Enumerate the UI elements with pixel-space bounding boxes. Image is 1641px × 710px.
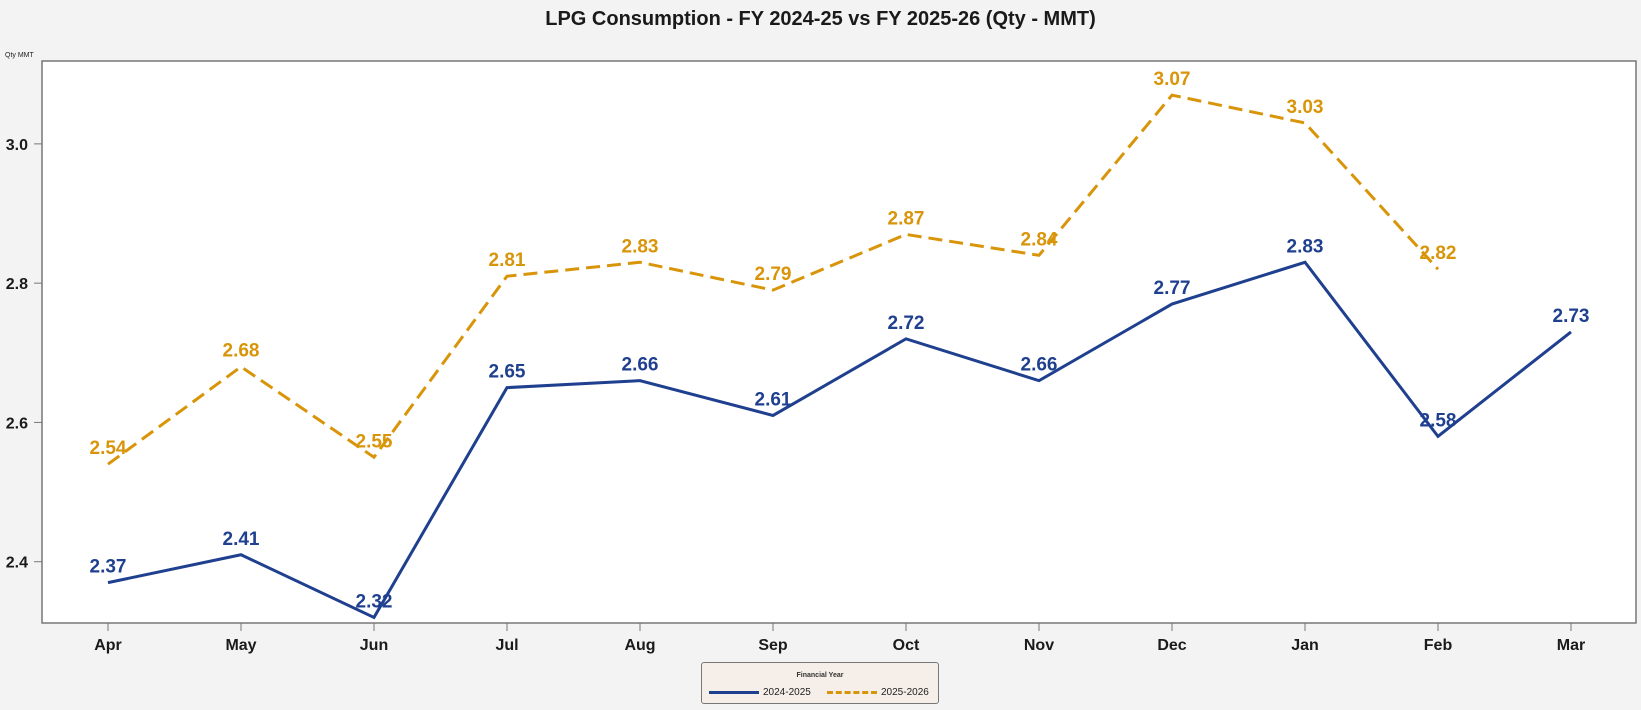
data-point[interactable] <box>635 376 645 386</box>
x-tick-label: Aug <box>624 637 655 654</box>
legend-swatch-dashed <box>827 691 877 694</box>
data-point[interactable] <box>236 550 246 560</box>
x-tick-label: Jan <box>1291 637 1319 654</box>
data-label: 2.41 <box>223 529 260 550</box>
data-point[interactable] <box>1034 376 1044 386</box>
x-tick-label: Mar <box>1557 637 1585 654</box>
chart-title: LPG Consumption - FY 2024-25 vs FY 2025-… <box>545 8 1096 30</box>
data-point[interactable] <box>1566 327 1576 337</box>
x-tick-label: Sep <box>758 637 788 654</box>
x-tick-label: Dec <box>1157 637 1186 654</box>
legend: Financial Year 2024-2025 2025-2026 <box>701 662 939 704</box>
data-label: 2.79 <box>755 264 792 285</box>
data-point[interactable] <box>369 452 379 462</box>
data-label: 3.07 <box>1154 69 1191 90</box>
data-label: 2.61 <box>755 389 792 410</box>
data-point[interactable] <box>103 459 113 469</box>
y-tick-label: 3.0 <box>6 137 28 154</box>
data-point[interactable] <box>502 271 512 281</box>
data-label: 3.03 <box>1287 97 1324 118</box>
data-point[interactable] <box>901 229 911 239</box>
data-point[interactable] <box>103 578 113 588</box>
x-tick-label: Oct <box>893 637 920 654</box>
data-label: 2.83 <box>622 236 659 257</box>
legend-label: 2024-2025 <box>763 687 811 698</box>
x-tick-label: Jun <box>360 637 388 654</box>
data-point[interactable] <box>1433 264 1443 274</box>
data-label: 2.65 <box>489 362 526 383</box>
legend-item-2024-2025[interactable]: 2024-2025 <box>709 687 811 698</box>
data-label: 2.82 <box>1420 243 1457 264</box>
series-line-2025-2026[interactable] <box>107 93 1440 466</box>
data-point[interactable] <box>1034 250 1044 260</box>
y-tick-label: 2.6 <box>6 415 28 432</box>
x-tick-label: Apr <box>94 637 122 654</box>
data-label: 2.81 <box>489 250 526 271</box>
data-point[interactable] <box>1167 90 1177 100</box>
data-point[interactable] <box>1300 118 1310 128</box>
y-tick-label: 2.4 <box>6 555 28 572</box>
x-tick-label: May <box>225 637 256 654</box>
data-point[interactable] <box>901 334 911 344</box>
y-axis-label: Qty MMT <box>5 52 34 59</box>
data-label: 2.84 <box>1021 229 1058 250</box>
data-label: 2.87 <box>888 208 925 229</box>
series-line-2024-2025[interactable] <box>107 260 1572 620</box>
x-tick-label: Jul <box>495 637 518 654</box>
legend-title: Financial Year <box>796 672 844 679</box>
data-label: 2.68 <box>223 341 260 362</box>
legend-item-2025-2026[interactable]: 2025-2026 <box>827 687 929 698</box>
data-point[interactable] <box>1167 299 1177 309</box>
data-point[interactable] <box>1300 257 1310 267</box>
data-point[interactable] <box>236 362 246 372</box>
data-label: 2.55 <box>356 431 393 452</box>
data-point[interactable] <box>369 612 379 622</box>
data-label: 2.72 <box>888 313 925 334</box>
data-point[interactable] <box>1433 431 1443 441</box>
plot-area <box>41 60 1637 624</box>
legend-label: 2025-2026 <box>881 687 929 698</box>
x-tick-label: Nov <box>1024 637 1054 654</box>
data-label: 2.77 <box>1154 278 1191 299</box>
data-label: 2.32 <box>356 591 393 612</box>
data-point[interactable] <box>768 410 778 420</box>
data-point[interactable] <box>502 383 512 393</box>
data-label: 2.58 <box>1420 410 1457 431</box>
x-tick-label: Feb <box>1424 637 1453 654</box>
data-label: 2.73 <box>1553 306 1590 327</box>
legend-swatch-solid <box>709 691 759 694</box>
data-label: 2.66 <box>622 355 659 376</box>
data-label: 2.83 <box>1287 236 1324 257</box>
data-point[interactable] <box>768 285 778 295</box>
data-point[interactable] <box>635 257 645 267</box>
data-label: 2.37 <box>90 557 127 578</box>
data-label: 2.54 <box>90 438 127 459</box>
y-tick-label: 2.8 <box>6 276 28 293</box>
data-label: 2.66 <box>1021 355 1058 376</box>
